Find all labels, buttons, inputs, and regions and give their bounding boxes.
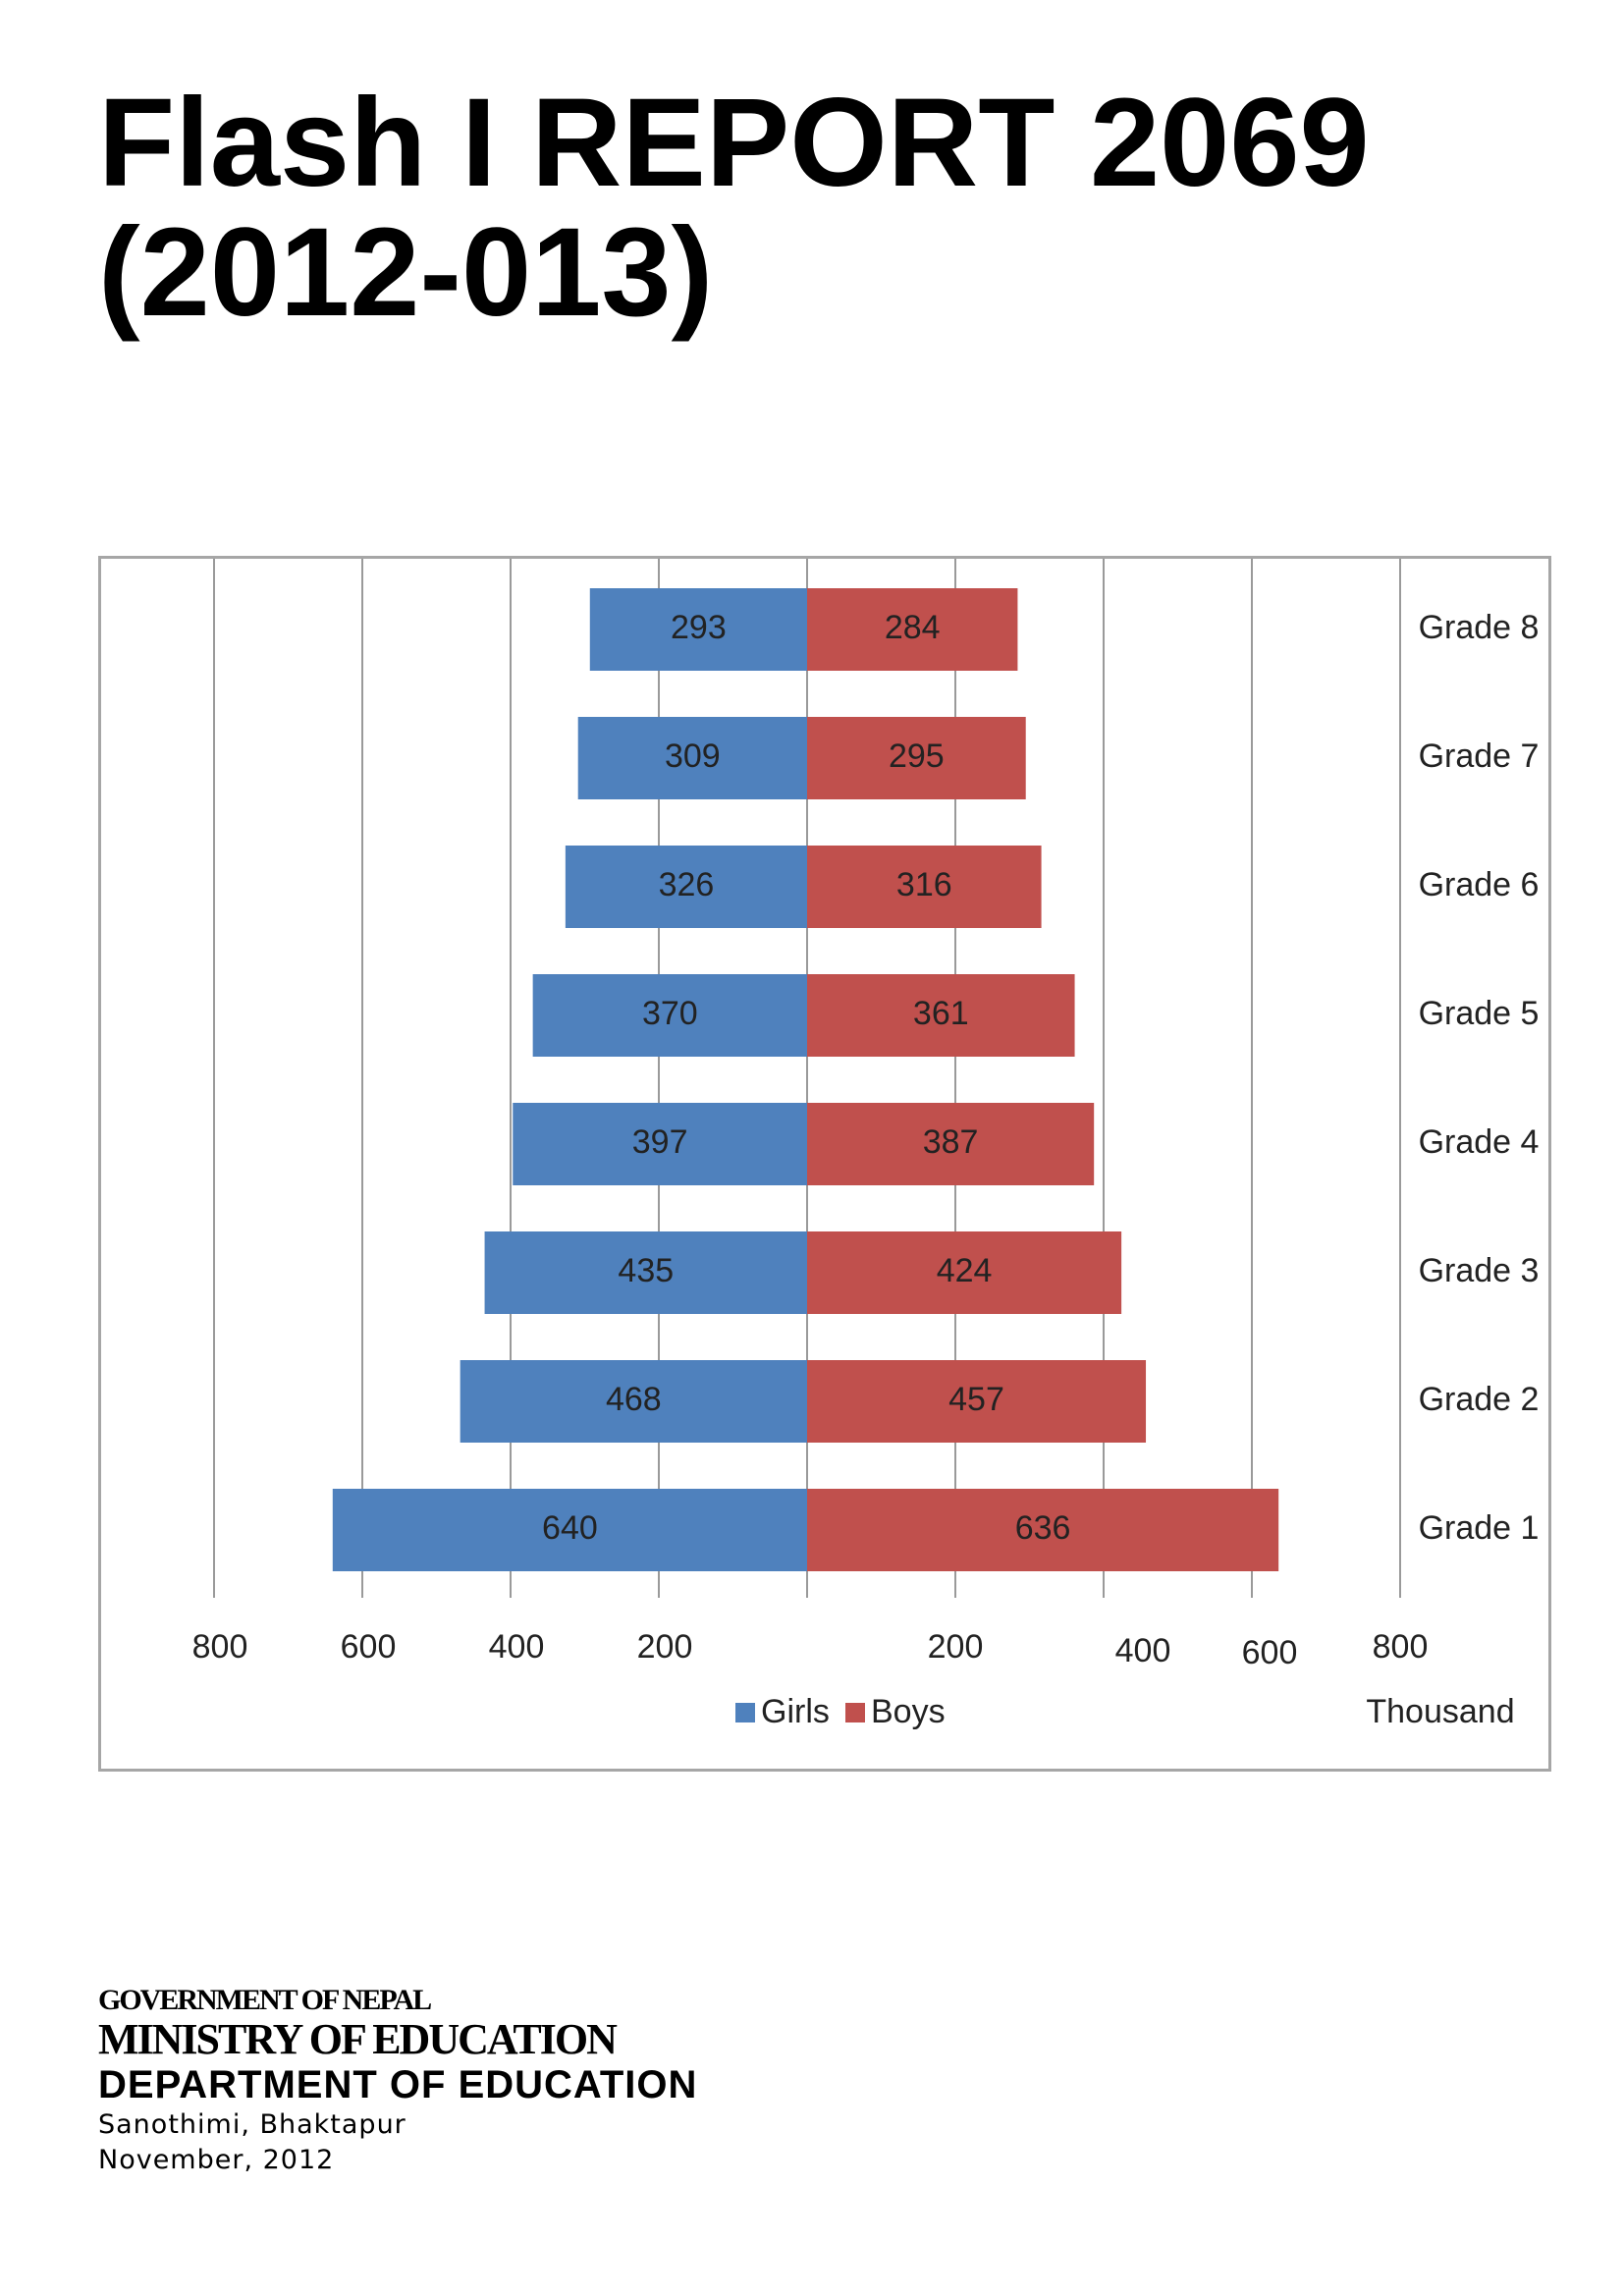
data-label-boys: 284: [885, 609, 941, 646]
bar-boys: [807, 1103, 1095, 1185]
data-label-girls: 370: [642, 995, 698, 1032]
x-tick-label: 600: [341, 1628, 397, 1666]
chart-svg: 293 284 Grade 8 309 295 Grade 7 326 316 Grade 6 3…: [192, 559, 1540, 1730]
data-label-boys: 316: [896, 866, 952, 903]
x-tick-label: 600: [1242, 1634, 1298, 1671]
bar-boys: [807, 1360, 1147, 1443]
address: Sanothimi, Bhaktapur: [98, 2109, 406, 2140]
ministry-name: MINISTRY OF EDUCATION: [98, 2015, 618, 2063]
data-label-girls: 309: [665, 738, 721, 775]
government-name: GOVERNMENT OF NEPAL: [98, 1984, 432, 2016]
bar-boys: [807, 1489, 1279, 1571]
legend-label-boys: Boys: [871, 1693, 946, 1730]
x-tick-label: 800: [192, 1628, 248, 1666]
data-label-girls: 397: [632, 1123, 688, 1161]
data-label-boys: 636: [1015, 1509, 1071, 1547]
title-line-2: (2012-013): [98, 202, 714, 343]
data-label-boys: 295: [889, 738, 945, 775]
bar-girls: [532, 974, 807, 1057]
bar-girls: [332, 1489, 807, 1571]
data-label-boys: 387: [923, 1123, 979, 1161]
data-label-boys: 457: [948, 1381, 1004, 1418]
data-label-boys: 424: [937, 1252, 993, 1289]
bar-boys: [807, 1231, 1122, 1314]
category-label: Grade 7: [1419, 738, 1540, 775]
data-label-boys: 361: [913, 995, 969, 1032]
category-label: Grade 6: [1419, 866, 1540, 903]
x-tick-label: 800: [1373, 1628, 1429, 1666]
legend-swatch-boys: [845, 1703, 865, 1722]
category-label: Grade 2: [1419, 1381, 1540, 1418]
bar-boys: [807, 717, 1026, 799]
category-label: Grade 5: [1419, 995, 1540, 1032]
x-tick-label: 200: [928, 1628, 984, 1666]
data-label-girls: 435: [618, 1252, 674, 1289]
data-label-girls: 326: [659, 866, 715, 903]
report-title: Flash I REPORT 2069 (2012-013): [98, 79, 1571, 338]
data-label-girls: 640: [542, 1509, 598, 1547]
bar-girls: [484, 1231, 807, 1314]
x-tick-label: 200: [637, 1628, 693, 1666]
legend-label-girls: Girls: [761, 1693, 830, 1730]
bar-boys: [807, 846, 1042, 928]
publication-date: November, 2012: [98, 2145, 335, 2175]
legend-swatch-girls: [735, 1703, 755, 1722]
bar-girls: [577, 717, 807, 799]
x-unit-label: Thousand: [1366, 1693, 1514, 1730]
bar-girls: [513, 1103, 807, 1185]
bar-boys: [807, 588, 1018, 671]
x-tick-label: 400: [489, 1628, 545, 1666]
bar-girls: [460, 1360, 807, 1443]
bar-girls: [589, 588, 807, 671]
data-label-girls: 293: [671, 609, 727, 646]
x-tick-label: 400: [1115, 1632, 1171, 1669]
department-name: DEPARTMENT OF EDUCATION: [98, 2063, 698, 2106]
bar-boys: [807, 974, 1075, 1057]
data-label-girls: 468: [606, 1381, 662, 1418]
enrollment-chart: 293 284 Grade 8 309 295 Grade 7 326 316 Grade 6 3…: [98, 556, 1551, 1772]
category-label: Grade 1: [1419, 1509, 1540, 1547]
category-label: Grade 8: [1419, 609, 1540, 646]
title-line-1: Flash I REPORT 2069: [98, 73, 1370, 213]
publisher-block: GOVERNMENT OF NEPAL MINISTRY OF EDUCATIO…: [98, 1984, 697, 2178]
bar-girls: [565, 846, 807, 928]
category-label: Grade 3: [1419, 1252, 1540, 1289]
category-label: Grade 4: [1419, 1123, 1540, 1161]
